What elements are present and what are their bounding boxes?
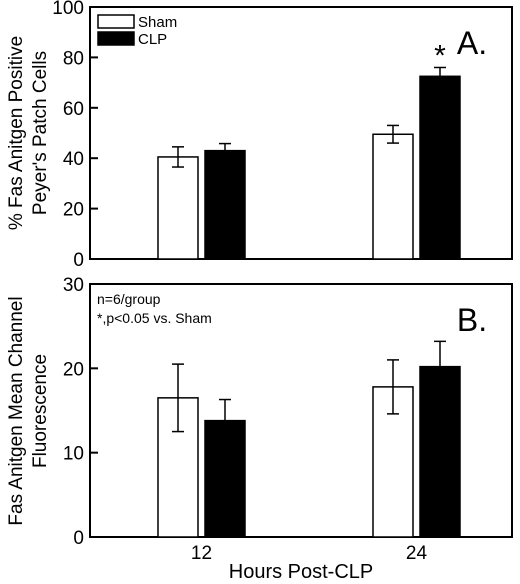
significance-mark-0: *: [434, 39, 446, 72]
panel-a: 0 20 40 60 80 100 * % Fas Anitgen Positive Pe…: [6, 0, 513, 271]
plot-frame-a: [89, 6, 513, 260]
x-tick-label-12: 12: [191, 543, 212, 564]
legend-label-sham: Sham: [138, 14, 177, 31]
x-ticks-b: 12 24: [191, 543, 428, 564]
panel-label-a: A.: [457, 25, 487, 61]
bar-a-sham-24: [372, 133, 414, 260]
y-tick-label-a-0: 0: [73, 250, 84, 271]
bars-a: *: [157, 39, 461, 260]
legend-swatch-clp: [97, 31, 135, 46]
bar-a-sham-12: [157, 156, 199, 260]
y-tick-label-a-2: 40: [63, 149, 84, 170]
bars-b: [157, 340, 461, 538]
y-axis-label-a-line1: % Fas Anitgen Positive: [6, 36, 27, 230]
bar-a-clp-24: [419, 75, 461, 260]
y-tick-label-b-1: 10: [63, 444, 84, 465]
y-tick-label-a-3: 60: [63, 99, 84, 120]
bar-b-sham-12: [157, 397, 199, 538]
y-axis-label-b-line1: Fas Anitgen Mean Channel: [6, 296, 27, 525]
annotation-p: *,p<0.05 vs. Sham: [97, 310, 212, 326]
y-tick-label-b-0: 0: [73, 528, 84, 549]
y-tick-label-b-2: 20: [63, 359, 84, 380]
y-ticks-a: 0 20 40 60 80 100: [52, 0, 98, 271]
y-tick-label-a-1: 20: [63, 200, 84, 221]
panel-label-b: B.: [457, 302, 487, 338]
y-ticks-b: 0 10 20 30: [63, 275, 98, 549]
annotation-n: n=6/group: [97, 291, 161, 307]
y-axis-label-a-line2: Peyer's Patch Cells: [30, 51, 51, 215]
panel-b: 0 10 20 30 Fas Anitgen Mean Channel Fluores…: [6, 275, 513, 583]
legend-label-clp: CLP: [138, 31, 167, 48]
y-axis-label-b-line2: Fluorescence: [30, 354, 51, 468]
x-axis-label: Hours Post-CLP: [229, 561, 374, 583]
bar-a-clp-12: [204, 149, 246, 260]
plot-frame-b: [89, 283, 513, 538]
y-tick-label-a-4: 80: [63, 48, 84, 69]
y-tick-label-a-5: 100: [52, 0, 84, 19]
legend: Sham CLP: [97, 14, 177, 48]
y-tick-label-b-3: 30: [63, 275, 84, 296]
x-tick-label-24: 24: [406, 543, 428, 564]
legend-swatch-sham: [97, 14, 135, 29]
